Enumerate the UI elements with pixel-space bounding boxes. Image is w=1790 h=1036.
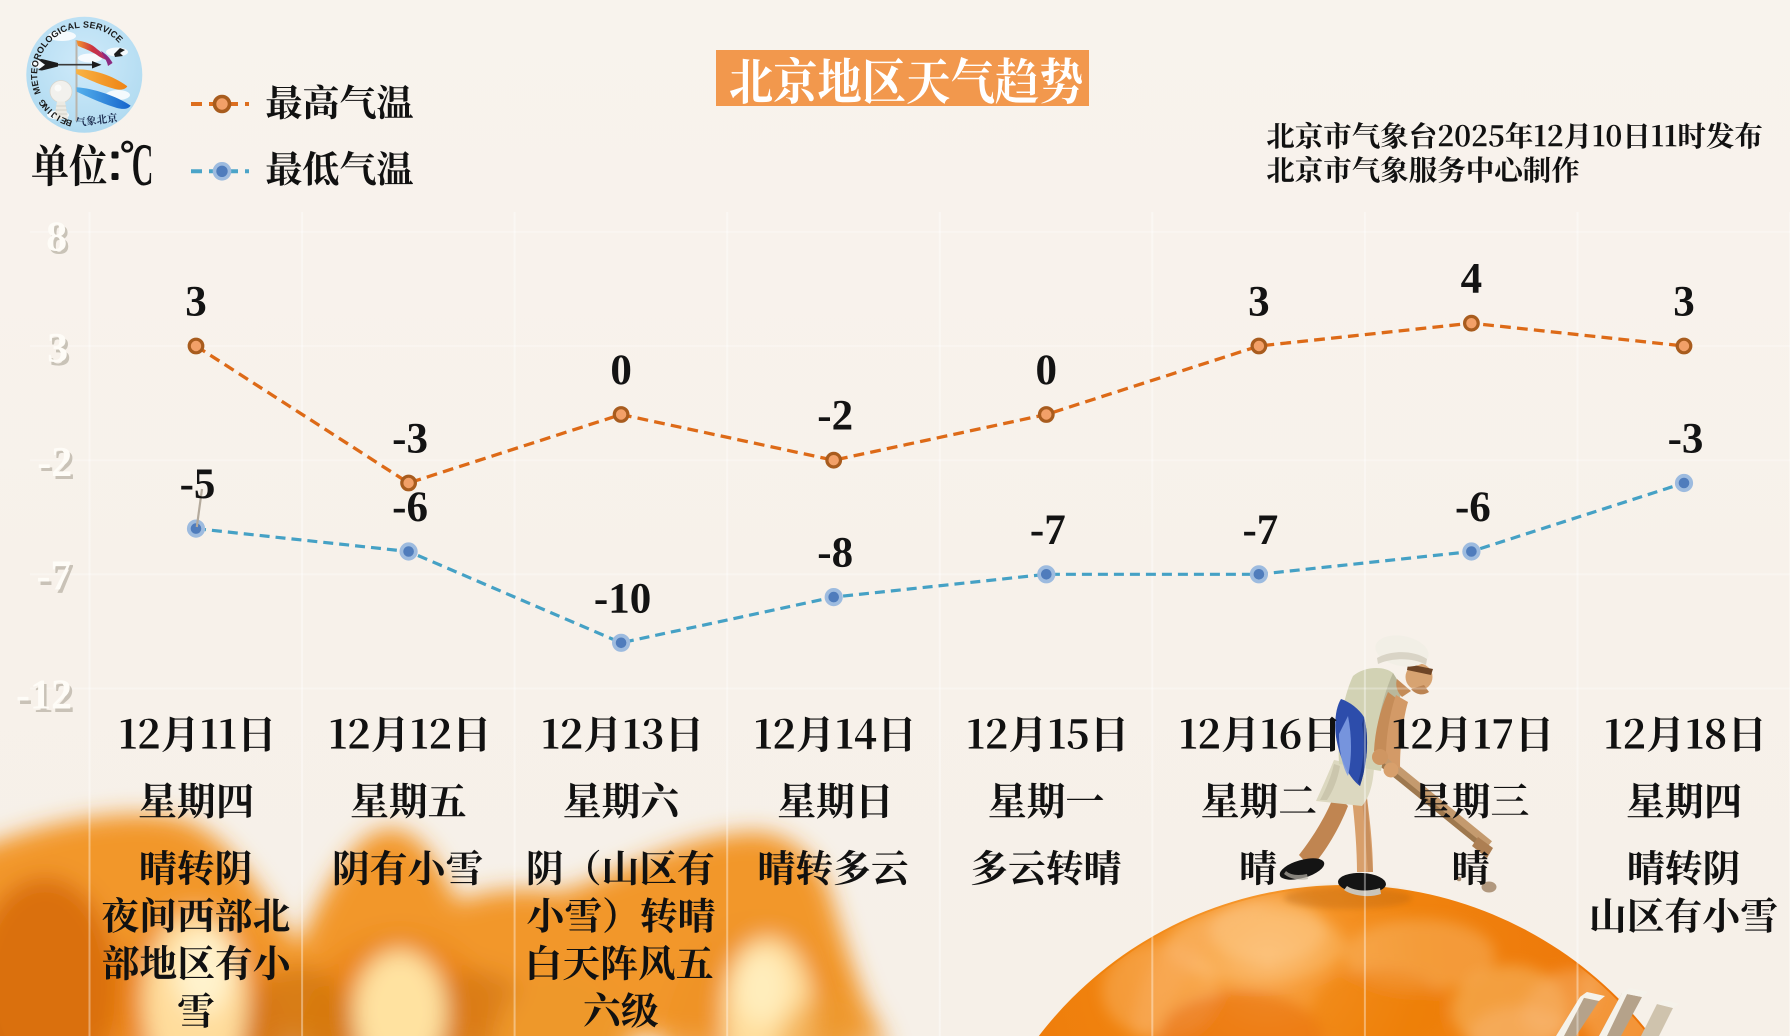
svg-text:4: 4 bbox=[1461, 256, 1483, 303]
svg-text:J: J bbox=[49, 110, 59, 121]
svg-text:-7: -7 bbox=[1030, 507, 1066, 554]
svg-text:-12: -12 bbox=[16, 673, 72, 719]
svg-text:3: 3 bbox=[185, 279, 207, 326]
svg-text:8: 8 bbox=[46, 214, 67, 260]
svg-text:E: E bbox=[59, 115, 69, 127]
svg-text:3: 3 bbox=[50, 329, 71, 375]
svg-text:-7: -7 bbox=[39, 557, 74, 603]
svg-text:3: 3 bbox=[47, 326, 68, 372]
svg-text:I: I bbox=[45, 107, 54, 116]
svg-text:B: B bbox=[64, 117, 73, 128]
svg-text:-6: -6 bbox=[1455, 484, 1491, 531]
svg-text:0: 0 bbox=[610, 347, 632, 394]
svg-text:-3: -3 bbox=[1668, 416, 1704, 463]
svg-text:3: 3 bbox=[1673, 279, 1695, 326]
svg-text:-2: -2 bbox=[817, 393, 853, 440]
svg-text:-12: -12 bbox=[19, 676, 75, 722]
svg-text:-2: -2 bbox=[37, 440, 72, 486]
svg-text:G: G bbox=[36, 97, 48, 108]
svg-text:C: C bbox=[132, 133, 154, 199]
svg-text:-6: -6 bbox=[392, 484, 428, 531]
svg-text:8: 8 bbox=[49, 218, 70, 264]
svg-text:-10: -10 bbox=[594, 575, 651, 622]
svg-text:I: I bbox=[55, 113, 62, 123]
svg-text:-7: -7 bbox=[1242, 507, 1278, 554]
svg-text:-5: -5 bbox=[180, 461, 216, 508]
svg-text:3: 3 bbox=[1248, 279, 1270, 326]
svg-text:N: N bbox=[40, 102, 52, 113]
svg-text:-2: -2 bbox=[40, 443, 75, 489]
svg-text:-8: -8 bbox=[817, 530, 853, 577]
svg-text:-3: -3 bbox=[392, 416, 428, 463]
svg-text:0: 0 bbox=[1036, 347, 1058, 394]
svg-text:-7: -7 bbox=[37, 554, 72, 600]
